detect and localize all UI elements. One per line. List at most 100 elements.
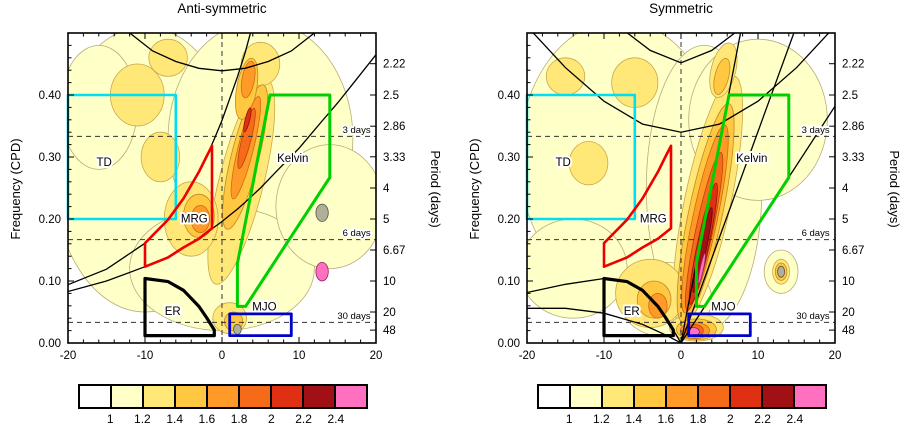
period-tick-label: 5	[383, 214, 389, 226]
period-reference-label: 30 days	[796, 311, 830, 322]
wave-region-label-mrg: MRG	[640, 213, 667, 225]
shading-blob	[315, 262, 329, 282]
x-tick-label: 0	[678, 350, 684, 362]
shading-blob	[568, 141, 609, 186]
period-tick-label: 3.33	[842, 152, 864, 164]
period-tick-label: 4	[842, 183, 849, 195]
period-tick-label: 10	[842, 276, 855, 288]
wave-region-kelvin	[694, 93, 791, 308]
x-tick-label: -20	[60, 350, 77, 362]
wave-region-label-kelvin: Kelvin	[277, 153, 308, 165]
reference-lines	[68, 33, 376, 343]
shading-blob	[527, 218, 628, 319]
colorbar-cell	[240, 386, 272, 407]
x-tick-label: 20	[370, 350, 383, 362]
colorbar-cell	[208, 386, 240, 407]
shading-blob	[315, 203, 329, 222]
wave-region-label-er: ER	[165, 306, 181, 318]
period-tick-label: 6.67	[383, 245, 405, 257]
colorbar-cell	[795, 386, 825, 407]
colorbar-cell	[539, 386, 571, 407]
colorbar-cell	[763, 386, 795, 407]
colorbar-tick-label: 1.6	[198, 412, 216, 426]
colorbar-cell	[635, 386, 667, 407]
colorbar-cell	[731, 386, 763, 407]
period-tick-label: 20	[842, 307, 855, 319]
colorbar-cell	[667, 386, 699, 407]
reference-lines	[527, 33, 835, 343]
period-tick-label: 4	[383, 183, 390, 195]
colorbar-tick-label: 2	[267, 412, 275, 426]
colorbar-tick-label: 1.8	[689, 412, 707, 426]
colorbar-tick-label: 1.4	[625, 412, 643, 426]
colorbar-cell	[603, 386, 635, 407]
antisymmetric-plot: -20 -10 0 10 20 0.00 0.10 0.20 0.30 0.40 2.22 2.5 2.…	[39, 32, 405, 362]
axis-tick-labels: -20 -10 0 10 20 0.00 0.10 0.20 0.30 0.40 2.22 2.5 2.…	[498, 59, 865, 362]
panel-title: Anti-symmetric	[177, 1, 267, 16]
y-tick-label: 0.30	[498, 152, 520, 164]
colorbar-labels: 1 1.2 1.4 1.6 1.8 2 2.2 2.4	[78, 412, 368, 428]
wave-region-label-td: TD	[556, 157, 571, 169]
y-tick-label: 0.10	[39, 276, 61, 288]
shading-blob	[240, 60, 256, 99]
y-tick-label: 0.20	[39, 214, 61, 226]
wave-region-label-mjo: MJO	[252, 302, 276, 314]
colorbar-tick-label: 2.2	[295, 412, 312, 426]
axis-ticks	[67, 32, 377, 344]
axis-ticks	[526, 32, 836, 344]
colorbar-cell	[144, 386, 176, 407]
colorbar-tick-label: 1	[565, 412, 573, 426]
y-tick-label: 0.00	[498, 338, 520, 350]
colorbar-tick-label: 1	[106, 412, 114, 426]
shading-blob	[243, 107, 252, 133]
colorbar-tick-label: 2.2	[754, 412, 771, 426]
period-tick-label: 10	[383, 276, 396, 288]
period-tick-label: 2.86	[842, 121, 864, 133]
dispersion-curve-kelvin-h25	[680, 33, 795, 343]
contour-shading	[68, 33, 376, 335]
colorbar-cell	[80, 386, 112, 407]
y-tick-label: 0.40	[498, 90, 520, 102]
panel-antisymmetric: Anti-symmetric Frequency (CPD) Period (d…	[0, 0, 458, 434]
period-tick-label: 2.86	[383, 121, 405, 133]
period-reference-label: 3 days	[343, 125, 371, 136]
shading-blob	[713, 57, 731, 95]
colorbar-tick-label: 2.4	[327, 412, 345, 426]
y-tick-label: 0.30	[39, 152, 61, 164]
x-tick-label: -10	[596, 350, 613, 362]
colorbar-tick-label: 1.2	[134, 412, 151, 426]
period-reference-label: 3 days	[802, 125, 830, 136]
colorbar-cell	[304, 386, 336, 407]
colorbar-tick-label: 2	[726, 412, 734, 426]
colorbar	[78, 384, 368, 409]
wave-region-kelvin	[235, 93, 332, 308]
colorbar-cell	[176, 386, 208, 407]
shading-blob	[190, 204, 210, 233]
shading-blob	[233, 323, 242, 335]
y-tick-label: 0.40	[39, 90, 61, 102]
period-reference-label: 6 days	[802, 228, 830, 239]
wave-region-label-er: ER	[624, 306, 640, 318]
period-tick-label: 2.22	[383, 59, 405, 71]
colorbar-cell	[571, 386, 603, 407]
dispersion-curve-ig-n2-h8	[128, 33, 316, 72]
y-tick-label: 0.10	[498, 276, 520, 288]
period-tick-label: 2.5	[383, 90, 399, 102]
colorbar-labels: 1 1.2 1.4 1.6 1.8 2 2.2 2.4	[537, 412, 827, 428]
x-tick-label: 20	[829, 350, 842, 362]
period-tick-label: 3.33	[383, 152, 405, 164]
y-tick-label: 0.20	[498, 214, 520, 226]
period-tick-label: 48	[842, 325, 855, 337]
wave-region-mrg	[602, 144, 673, 269]
colorbar-cell	[336, 386, 366, 407]
dispersion-curve-ig-n1-h8	[532, 33, 830, 133]
wave-region-label-mjo: MJO	[711, 302, 735, 314]
colorbar-tick-label: 1.4	[166, 412, 184, 426]
x-tick-label: 0	[219, 350, 225, 362]
colorbar	[537, 384, 827, 409]
shading-blob	[777, 265, 786, 278]
colorbar-cell	[112, 386, 144, 407]
colorbar-cell	[699, 386, 731, 407]
shading-blob	[697, 253, 706, 285]
